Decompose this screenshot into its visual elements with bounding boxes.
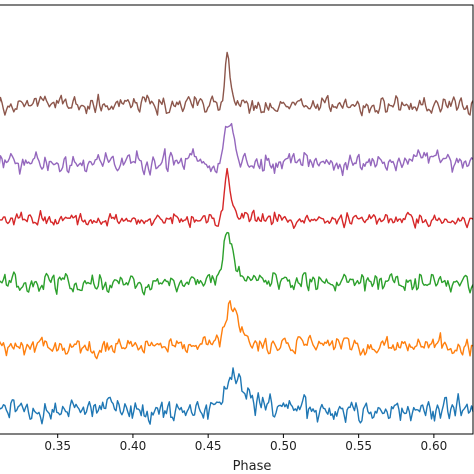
series-line-6	[0, 51, 474, 117]
x-ticks: 0.35 0.40 0.45 0.50 0.55 0.60	[44, 434, 447, 453]
x-tick-label-1: 0.35	[44, 439, 71, 453]
series-line-4	[0, 167, 474, 230]
series-line-2	[0, 300, 474, 360]
series-line-3	[0, 231, 474, 296]
x-tick-label-2: 0.40	[120, 439, 147, 453]
series-line-5	[0, 122, 474, 177]
x-tick-label-5: 0.55	[345, 439, 372, 453]
series-line-1	[0, 367, 474, 425]
x-axis-title: Phase	[233, 459, 272, 474]
series-group	[0, 51, 474, 425]
x-tick-label-3: 0.45	[195, 439, 222, 453]
x-tick-label-6: 0.60	[421, 439, 448, 453]
axes-frame	[0, 4, 474, 435]
x-tick-label-4: 0.50	[270, 439, 297, 453]
